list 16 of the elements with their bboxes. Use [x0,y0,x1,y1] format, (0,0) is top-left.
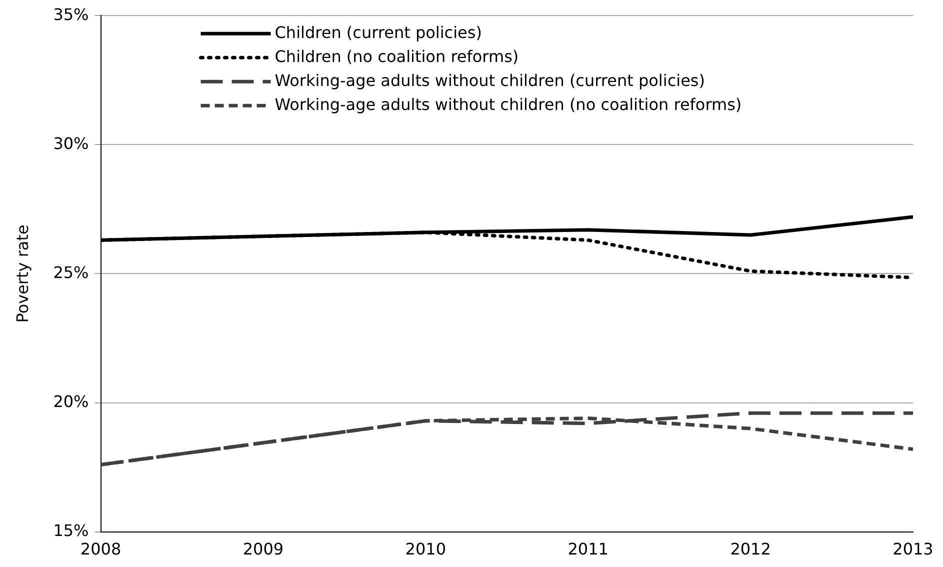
legend-label: Working-age adults without children (current policies) [274,70,705,90]
x-tick-label: 2013 [892,540,934,559]
y-tick-label: 15% [53,520,89,540]
legend-label: Children (no coalition reforms) [274,46,519,66]
x-tick-label: 2011 [568,540,608,559]
legend-label: Working-age adults without children (no coalition reforms) [274,94,742,114]
y-tick-label: 35% [53,4,89,24]
x-tick-label: 2012 [730,540,771,559]
x-tick-label: 2009 [242,540,284,559]
y-tick-label: 20% [53,392,89,411]
x-tick-label: 2010 [405,540,446,559]
y-axis-title: Poverty rate [12,224,32,323]
y-tick-label: 25% [53,262,89,282]
x-tick-label: 2008 [80,540,122,559]
legend-label: Children (current policies) [274,22,482,42]
y-tick-label: 30% [53,134,89,153]
